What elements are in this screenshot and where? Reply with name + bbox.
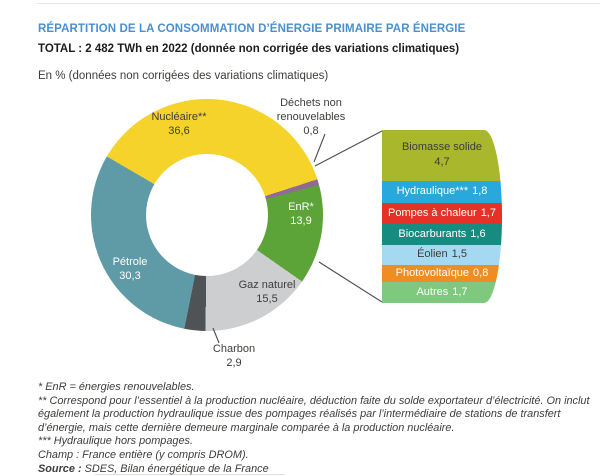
footnote-enr: * EnR = énergies renouvelables. bbox=[38, 381, 195, 393]
slice-name: Charbon bbox=[212, 343, 256, 355]
source-label: Source : bbox=[38, 462, 82, 475]
legend-item-biomasse-solide: Biomasse solide 4,7 bbox=[382, 130, 502, 181]
slice-value: 0,8 bbox=[303, 125, 319, 137]
legend-value: 1,5 bbox=[451, 248, 467, 261]
legend-label: Biocarburants bbox=[398, 227, 467, 240]
legend-item-autres: Autres 1,7 bbox=[382, 281, 502, 303]
slice-name: EnR* bbox=[288, 201, 314, 213]
slice-label-charbon: Charbon 2,9 bbox=[213, 342, 255, 370]
top-divider bbox=[37, 3, 600, 4]
page-title: RÉPARTITION DE LA CONSOMMATION D’ÉNERGIE… bbox=[38, 23, 466, 35]
legend-value: 1,6 bbox=[470, 227, 486, 240]
footnotes: * EnR = énergies renouvelables. ** Corre… bbox=[38, 381, 590, 476]
donut-chart bbox=[91, 99, 323, 331]
slice-label-enr: EnR* 13,9 bbox=[288, 200, 314, 228]
slice-name: Déchets non bbox=[280, 97, 342, 109]
footnote-champ: Champ : France entière (y compris DROM). bbox=[38, 448, 249, 461]
unit-note: En % (données non corrigées des variatio… bbox=[38, 70, 329, 82]
slice-label-nucleaire: Nucléaire** 36,6 bbox=[151, 110, 206, 138]
slice-value: 30,3 bbox=[119, 270, 141, 282]
legend-value: 4,7 bbox=[434, 156, 450, 169]
legend-value: 1,7 bbox=[480, 206, 496, 219]
slice-value: 2,9 bbox=[226, 357, 242, 369]
legend-label: Photovoltaïque bbox=[395, 266, 470, 279]
slice-label-dechets: Déchets non renouvelables 0,8 bbox=[277, 96, 346, 138]
slice-value: 36,6 bbox=[168, 125, 190, 137]
footnote-source: Source : SDES, Bilan énergétique de la F… bbox=[38, 463, 590, 476]
legend-item-photovoltaique: Photovoltaïque 0,8 bbox=[382, 264, 502, 282]
slice-name: renouvelables bbox=[276, 111, 346, 123]
legend-label: Autres bbox=[416, 285, 449, 298]
slice-name: Nucléaire** bbox=[151, 111, 207, 123]
legend-item-hydraulique: Hydraulique*** 1,8 bbox=[382, 180, 502, 203]
legend-item-eolien: Éolien 1,5 bbox=[382, 244, 502, 265]
legend-label: Éolien bbox=[417, 248, 448, 261]
enr-breakdown-legend: Biomasse solide 4,7 Hydraulique*** 1,8 P… bbox=[382, 130, 502, 303]
slice-label-gaz-naturel: Gaz naturel 15,5 bbox=[239, 278, 296, 306]
leader-line-dechets bbox=[313, 133, 326, 163]
slice-label-petrole: Pétrole 30,3 bbox=[113, 255, 148, 283]
slice-name: Gaz naturel bbox=[238, 279, 296, 291]
chart-subtitle-total: TOTAL : 2 482 TWh en 2022 (donnée non co… bbox=[38, 43, 460, 55]
source-text: SDES, Bilan énergétique de la France bbox=[81, 462, 269, 475]
slice-value: 13,9 bbox=[290, 215, 312, 227]
donut-hole bbox=[146, 154, 268, 276]
legend-label: Biomasse solide bbox=[401, 141, 483, 154]
slice-value: 15,5 bbox=[256, 293, 278, 305]
legend-value: 0,8 bbox=[473, 266, 489, 279]
legend-item-pompes-a-chaleur: Pompes à chaleur 1,7 bbox=[382, 202, 502, 224]
legend-label: Hydraulique*** bbox=[396, 185, 469, 198]
footnote-nucleaire: ** Correspond pour l’essentiel à la prod… bbox=[38, 394, 590, 434]
legend-value: 1,8 bbox=[472, 185, 488, 198]
footnote-hydraulique: *** Hydraulique hors pompages. bbox=[38, 435, 193, 448]
slice-name: Pétrole bbox=[112, 256, 148, 268]
legend-item-biocarburants: Biocarburants 1,6 bbox=[382, 223, 502, 245]
bottom-divider bbox=[95, 474, 285, 475]
leader-line-enr-bottom bbox=[318, 261, 383, 303]
legend-label: Pompes à chaleur bbox=[388, 206, 477, 219]
legend-value: 1,7 bbox=[452, 285, 468, 298]
